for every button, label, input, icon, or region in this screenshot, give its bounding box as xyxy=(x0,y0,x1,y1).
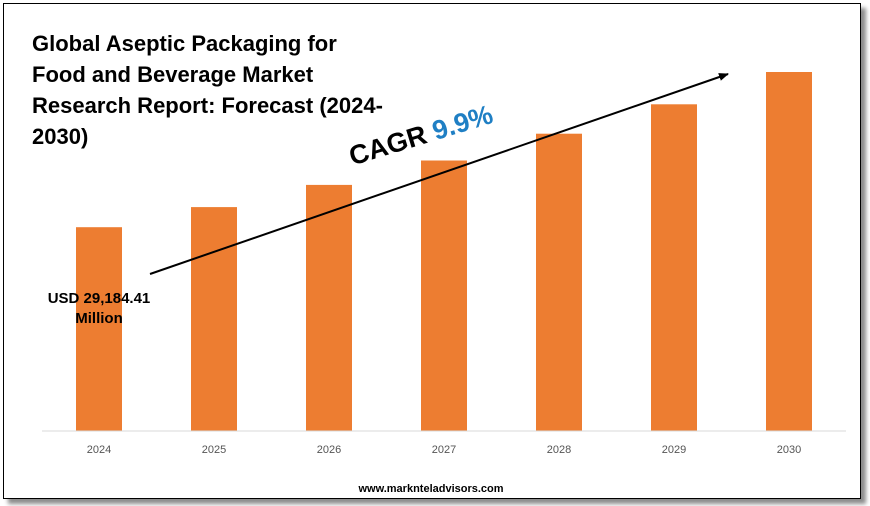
x-tick-label-2026: 2026 xyxy=(317,444,341,456)
x-tick-label-2030: 2030 xyxy=(777,444,801,456)
x-tick-label-2027: 2027 xyxy=(432,444,456,456)
x-tick-labels: 2024 2025 2026 2027 2028 2029 2030 xyxy=(87,444,801,456)
x-tick-label-2024: 2024 xyxy=(87,444,111,456)
bars-layer xyxy=(76,72,812,432)
trend-arrow xyxy=(149,73,729,275)
bar-2030 xyxy=(766,72,812,431)
x-tick-label-2028: 2028 xyxy=(547,444,571,456)
x-tick-label-2029: 2029 xyxy=(662,444,686,456)
footer-url: www.marknteladvisors.com xyxy=(358,483,504,495)
bar-2028 xyxy=(536,133,582,431)
chart-title: Global Aseptic Packaging for Food and Be… xyxy=(32,31,383,149)
bar-2027 xyxy=(421,160,467,431)
bar-2026 xyxy=(306,184,352,431)
bar-2025 xyxy=(191,207,237,431)
bar-2024 xyxy=(76,227,122,431)
x-tick-label-2025: 2025 xyxy=(202,444,226,456)
bar-2029 xyxy=(651,104,697,432)
start-value-label: USD 29,184.41 Million xyxy=(47,290,151,327)
